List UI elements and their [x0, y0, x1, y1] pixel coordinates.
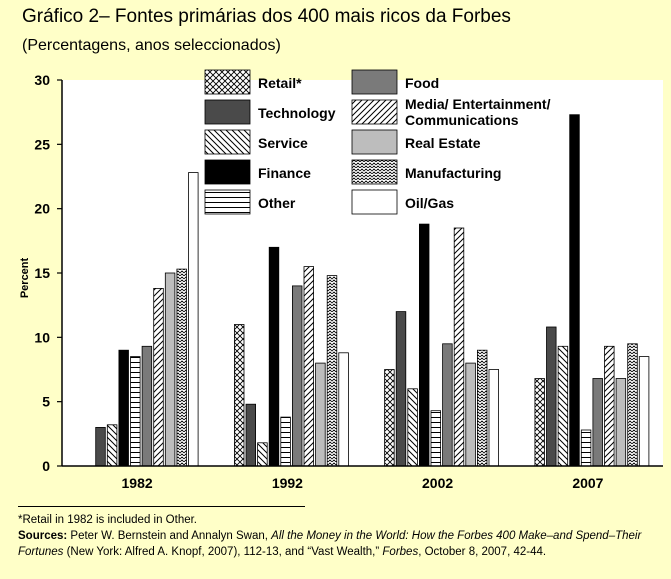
sources-text-2: (New York: Alfred A. Knopf, 2007), 112-1… [66, 546, 380, 558]
x-tick-label: 1992 [272, 475, 303, 491]
bar [280, 416, 291, 467]
x-tick-label: 2002 [422, 475, 453, 491]
legend-swatch [204, 99, 251, 125]
y-tick-label: 15 [34, 265, 50, 281]
bar [153, 287, 164, 467]
bar [188, 172, 199, 467]
bar [627, 343, 638, 467]
y-tick-label: 5 [42, 394, 50, 410]
bar [407, 388, 418, 467]
y-axis-label: Percent [19, 257, 31, 298]
bar [604, 345, 615, 467]
legend-label: Retail* [258, 75, 302, 91]
bar [453, 227, 465, 467]
y-tick-label: 30 [34, 72, 50, 88]
y-tick-label: 0 [42, 458, 50, 474]
bar [395, 311, 407, 467]
x-tick-label: 2007 [572, 475, 603, 491]
legend-label: Real Estate [405, 135, 481, 151]
chart-title: Gráfico 2– Fontes primárias dos 400 mais… [22, 6, 511, 27]
bar [141, 345, 153, 467]
bar [488, 369, 500, 467]
legend-label: Finance [258, 165, 311, 181]
sources-text-1: Peter W. Bernstein and Annalyn Swan, [70, 530, 268, 542]
sources-label: Sources: [18, 530, 68, 542]
bar [164, 272, 176, 467]
chart-footer: *Retail in 1982 is included in Other. So… [18, 512, 668, 560]
legend-swatch [351, 159, 398, 185]
bar [580, 429, 592, 467]
legend-label: Food [405, 75, 439, 91]
legend-label: Other [258, 195, 296, 211]
y-tick-label: 25 [34, 136, 50, 152]
bar-chart: 1982 1992 2002 2007 0 5 10 15 20 25 30 Percent Retai… [19, 69, 663, 491]
bar [233, 324, 245, 467]
bar [384, 369, 395, 467]
bar [326, 275, 338, 467]
bar [546, 326, 557, 467]
legend-label: Service [258, 135, 308, 151]
bar [257, 442, 268, 467]
bar [118, 349, 129, 467]
bar [303, 266, 315, 467]
bar [534, 378, 545, 467]
bar [315, 362, 326, 467]
bar [569, 114, 580, 467]
bar [638, 356, 650, 467]
footnote-divider [18, 506, 305, 507]
bar [418, 223, 430, 467]
legend-label: Technology [258, 105, 336, 121]
legend-swatch [351, 189, 398, 215]
bar [557, 345, 569, 467]
y-tick-label: 20 [34, 201, 50, 217]
footnote: *Retail in 1982 is included in Other. [18, 514, 197, 526]
legend-swatch [204, 189, 251, 215]
legend-swatch [204, 129, 251, 155]
bar [338, 352, 349, 467]
bar [476, 349, 488, 467]
legend-swatch [204, 159, 251, 185]
legend-swatch [351, 69, 398, 95]
bar [268, 246, 280, 467]
bar [245, 403, 257, 467]
sources-book-title: All the Money in the World: How the Forb… [18, 530, 642, 558]
bar [592, 378, 603, 467]
sources: Sources: Peter W. Bernstein and Annalyn … [18, 528, 668, 560]
x-tick-label: 1982 [122, 475, 153, 491]
legend-label: Media/ Entertainment/ [405, 96, 551, 112]
bar [106, 424, 118, 467]
y-tick-label: 10 [34, 329, 50, 345]
sources-magazine: Forbes [382, 546, 419, 558]
legend-swatch [351, 99, 398, 125]
chart-subtitle: (Percentagens, anos seleccionados) [22, 37, 281, 54]
bar [465, 362, 476, 467]
bar [291, 285, 303, 467]
bar [615, 378, 627, 467]
bar [430, 410, 442, 467]
bar [176, 268, 187, 467]
bar [130, 356, 141, 467]
bar [95, 426, 106, 467]
legend-label: Communications [405, 112, 519, 128]
legend-swatch [351, 129, 398, 155]
bar [442, 343, 453, 467]
legend-swatch [204, 69, 251, 95]
sources-text-3: , October 8, 2007, 42-44. [418, 546, 547, 558]
legend-label: Manufacturing [405, 165, 501, 181]
legend-label: Oil/Gas [405, 195, 454, 211]
